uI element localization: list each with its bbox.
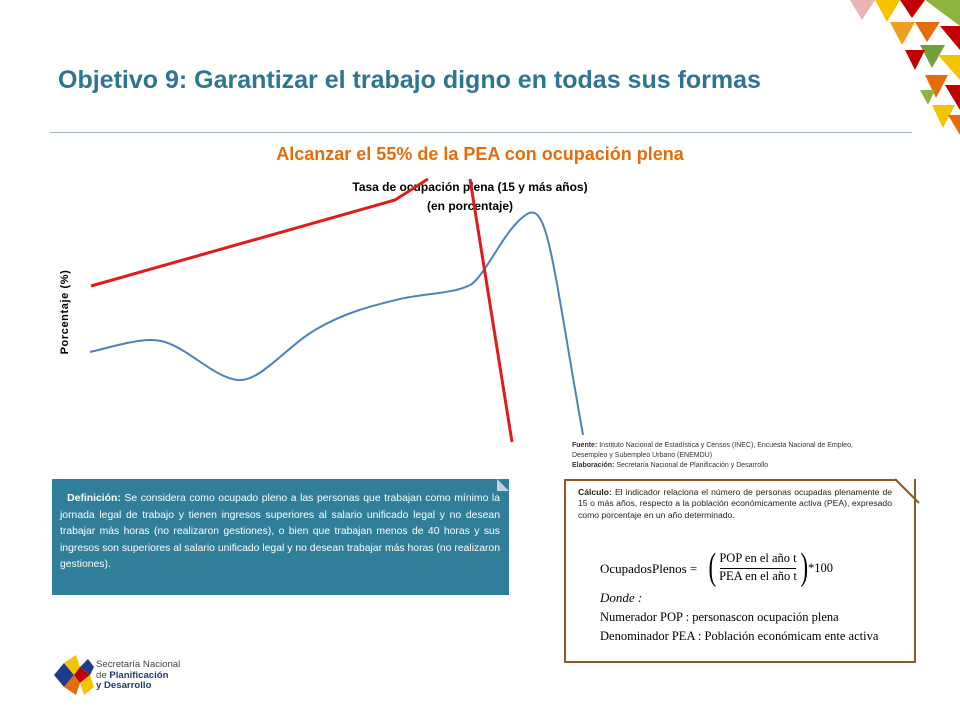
calculation-label: Cálculo: xyxy=(578,487,612,497)
series-line-blue xyxy=(89,211,584,436)
chart-title-line2: (en porcentaje) xyxy=(426,199,513,213)
senplades-logo-icon xyxy=(54,655,94,695)
calculation-box-top-border xyxy=(564,479,897,481)
logo-line3: y Desarrollo xyxy=(96,680,152,692)
calculation-box xyxy=(564,479,916,663)
page-title: Objetivo 9: Garantizar el trabajo digno … xyxy=(58,66,761,94)
source-text: Instituto Nacional de Estadística y Cens… xyxy=(572,442,853,459)
decorative-triangles xyxy=(850,0,960,135)
denominator-definition: Denominador PEA : Población económicam e… xyxy=(600,629,879,643)
numerator-definition: Numerador POP : personascon ocupación pl… xyxy=(600,610,839,624)
logo-line1: Secretaría Nacional xyxy=(96,659,181,670)
goal-subtitle: Alcanzar el 55% de la PEA con ocupación … xyxy=(276,144,684,164)
calculation-body: El indicador relaciona el número de pers… xyxy=(578,487,893,520)
formula-fraction-bar xyxy=(720,568,796,569)
formula-right-paren: ) xyxy=(800,546,809,588)
logo-line2: de Planificación xyxy=(96,669,169,681)
formula-numerator: POP en el año t xyxy=(719,551,797,565)
title-divider xyxy=(50,132,912,133)
source-label: Fuente: xyxy=(572,442,598,449)
formula-left-paren: ( xyxy=(708,546,717,588)
definition-body: Se considera como ocupado pleno a las pe… xyxy=(60,493,501,571)
definition-box xyxy=(52,479,509,595)
calculation-text: Cálculo: El indicador relaciona el númer… xyxy=(578,487,892,521)
elaboration-text: Secretaría Nacional de Planificación y D… xyxy=(616,462,769,469)
definition-text: Definición: Se considera como ocupado pl… xyxy=(60,491,500,574)
formula-where: Donde : xyxy=(600,590,643,605)
definition-label: Definición: xyxy=(67,493,121,504)
formula-lhs: OcupadosPlenos = xyxy=(600,561,698,576)
chart-source: Fuente: Instituto Nacional de Estadístic… xyxy=(572,441,862,471)
formula-multiplier: *100 xyxy=(808,561,833,575)
logo-wordmark: Secretaría Nacional de Planificación y D… xyxy=(96,659,181,692)
formula-denominator: PEA en el año t xyxy=(719,569,797,583)
series-line-red xyxy=(90,177,514,443)
elaboration-label: Elaboración: xyxy=(572,462,615,469)
calculation-box-fold xyxy=(894,478,920,504)
